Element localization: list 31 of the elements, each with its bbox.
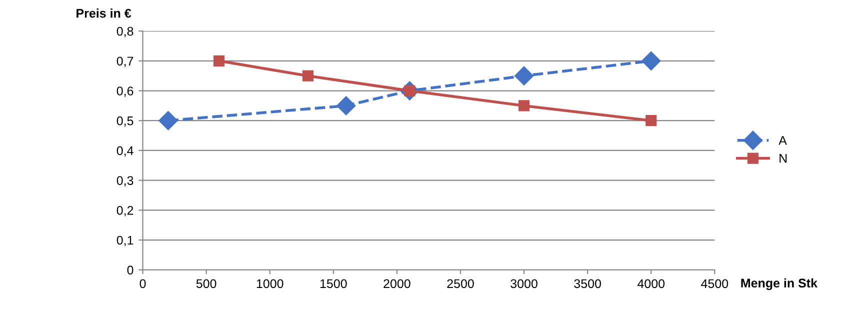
- point: [518, 100, 530, 112]
- y-tick-label: 0,4: [116, 146, 134, 157]
- legend-label: A: [778, 136, 787, 145]
- y-tick-label: 0,2: [116, 206, 134, 216]
- x-tick-label: 2500: [447, 279, 474, 288]
- legend-label: N: [780, 154, 787, 163]
- point: [302, 70, 314, 82]
- y-tick-label: 0,8: [116, 26, 134, 38]
- x-tick-label: 4500: [701, 279, 728, 288]
- point: [642, 51, 661, 70]
- x-tick-label: 1500: [320, 279, 347, 288]
- point: [646, 115, 657, 126]
- x-axis-title: Menge in Stk: [741, 278, 818, 290]
- x-tick-label: 3500: [574, 279, 601, 288]
- x-tick-label: 2000: [384, 279, 410, 288]
- y-tick-label: 0: [127, 266, 134, 275]
- x-tick-label: 500: [196, 279, 216, 288]
- x-tick-label: 4000: [638, 279, 665, 288]
- point: [158, 111, 178, 130]
- x-tick-label: 0: [140, 279, 146, 288]
- point: [336, 96, 356, 116]
- x-tick-label: 3000: [510, 279, 538, 288]
- y-tick-label: 0,5: [116, 116, 134, 127]
- point: [213, 55, 225, 66]
- y-tick-label: 0,1: [116, 236, 134, 246]
- y-tick-label: 0,3: [116, 176, 134, 186]
- x-tick-label: 1000: [256, 279, 284, 288]
- y-tick-label: 0,6: [116, 86, 134, 97]
- y-tick-label: 0,7: [116, 56, 134, 68]
- point: [514, 66, 534, 86]
- y-axis-title: Preis in €: [76, 8, 132, 18]
